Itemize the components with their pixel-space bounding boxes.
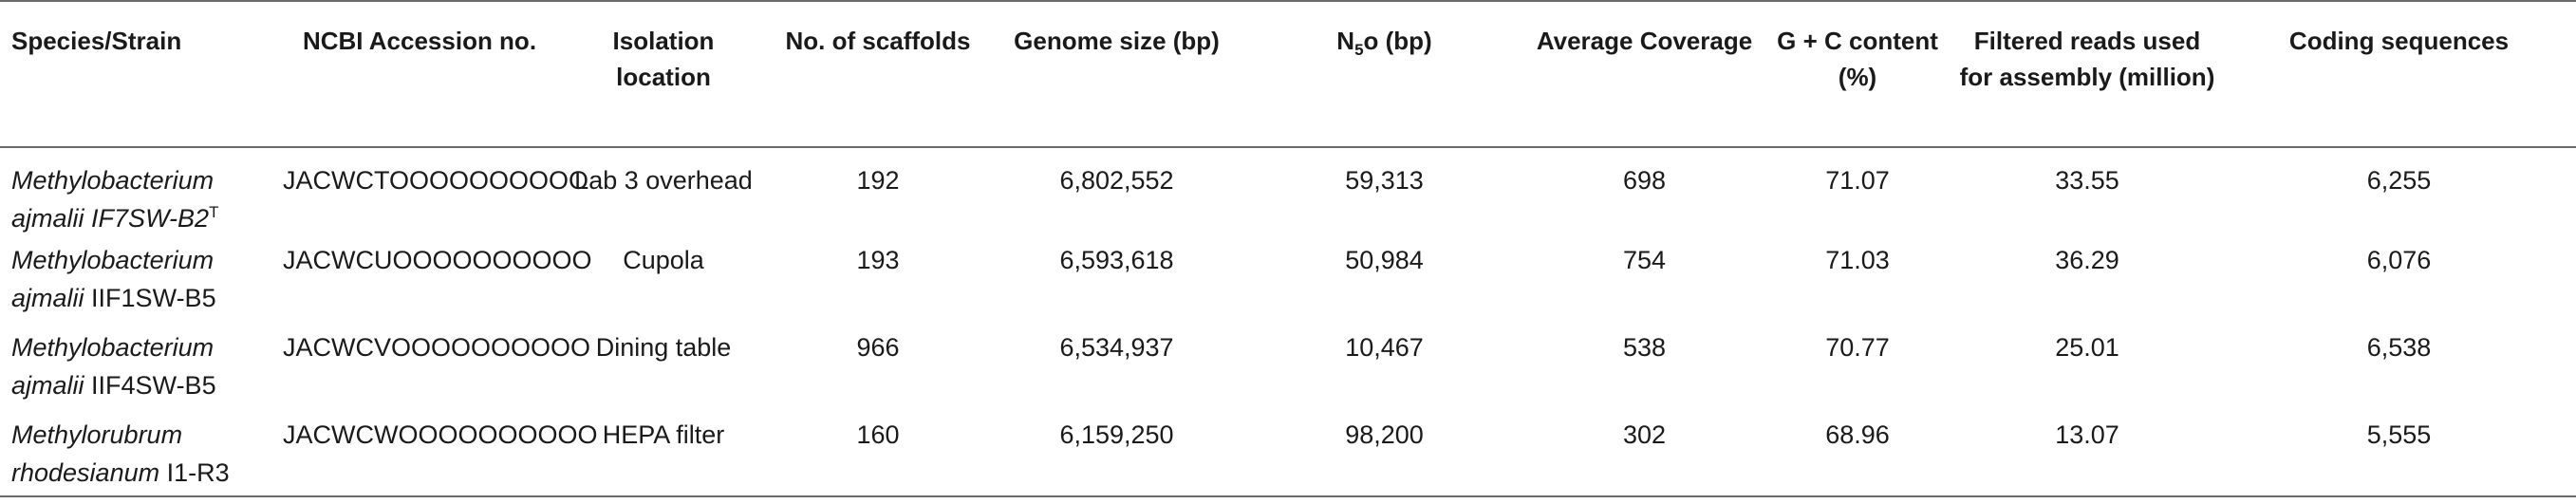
- bottom-rule: [0, 495, 2576, 497]
- cell-reads: 25.01: [2055, 333, 2119, 362]
- col-header-scaffolds: No. of scaffolds: [785, 27, 971, 55]
- table-row: Methylobacterium ajmalii IIF1SW-B5 JACWCUO…: [0, 241, 2576, 328]
- cell-n50: 98,200: [1345, 420, 1424, 449]
- cell-cds: 5,555: [2366, 420, 2432, 449]
- cell-scaffolds: 192: [856, 166, 900, 195]
- header-rule: [0, 146, 2576, 148]
- cell-accession: JACWCWOOOOOOOOOO: [283, 420, 598, 449]
- cell-gc: 70.77: [1825, 333, 1890, 362]
- species-epithet: ajmalii: [11, 371, 84, 400]
- cell-location: Lab 3 overhead: [574, 166, 753, 195]
- type-strain-mark: T: [209, 203, 219, 221]
- cell-accession: JACWCTOOOOOOOOOO: [283, 166, 589, 195]
- cell-n50: 59,313: [1345, 166, 1424, 195]
- header-row: Species/Strain NCBI Accession no. Isolat…: [0, 2, 2576, 146]
- strain-id: IIF1SW-B5: [91, 284, 216, 312]
- cell-cds: 6,076: [2366, 246, 2432, 274]
- cell-location: HEPA filter: [602, 420, 725, 449]
- cell-scaffolds: 966: [856, 333, 900, 362]
- table-row: Methylobacterium ajmalii IF7SW-B2T JACWCTO…: [0, 146, 2576, 241]
- species-epithet: ajmalii: [11, 204, 84, 233]
- cell-genome-size: 6,159,250: [1059, 420, 1174, 449]
- species-epithet: rhodesianum: [11, 458, 160, 487]
- cell-n50: 50,984: [1345, 246, 1424, 274]
- table-row: Methylorubrum rhodesianum I1-R3 JACWCWOOOO…: [0, 416, 2576, 503]
- cell-genome-size: 6,593,618: [1059, 246, 1174, 274]
- cell-cds: 6,255: [2366, 166, 2432, 195]
- cell-species-strain: Methylobacterium ajmalii IIF4SW-B5: [0, 328, 277, 416]
- cell-location: Cupola: [623, 246, 704, 274]
- species-epithet: ajmalii: [11, 284, 84, 312]
- table-row: Methylobacterium ajmalii IIF4SW-B5 JACWCVO…: [0, 328, 2576, 416]
- cell-location: Dining table: [595, 333, 732, 362]
- cell-coverage: 538: [1622, 333, 1667, 362]
- col-header-gc: G + C content (%): [1777, 27, 1938, 91]
- cell-species-strain: Methylobacterium ajmalii IF7SW-B2T: [0, 146, 277, 241]
- strain-id: IIF4SW-B5: [91, 371, 216, 400]
- cell-gc: 71.03: [1825, 246, 1890, 274]
- col-header-accession: NCBI Accession no.: [302, 27, 537, 55]
- cell-coverage: 698: [1622, 166, 1667, 195]
- cell-species-strain: Methylorubrum rhodesianum I1-R3: [0, 416, 277, 503]
- strain-id: I1-R3: [166, 458, 230, 487]
- cell-species-strain: Methylobacterium ajmalii IIF1SW-B5: [0, 241, 277, 328]
- table-body: Methylobacterium ajmalii IF7SW-B2T JACWCTO…: [0, 146, 2576, 503]
- cell-genome-size: 6,534,937: [1059, 333, 1174, 362]
- cell-gc: 68.96: [1825, 420, 1890, 449]
- genus-name: Methylobacterium: [11, 166, 215, 195]
- cell-accession: JACWCUOOOOOOOOOO: [283, 246, 592, 274]
- cell-accession: JACWCVOOOOOOOOOO: [283, 333, 591, 362]
- col-header-reads: Filtered reads used for assembly (millio…: [1959, 27, 2215, 91]
- cell-cds: 6,538: [2366, 333, 2432, 362]
- cell-n50: 10,467: [1345, 333, 1424, 362]
- cell-genome-size: 6,802,552: [1059, 166, 1174, 195]
- top-rule: [0, 0, 2576, 2]
- col-header-cds: Coding sequences: [2288, 27, 2510, 55]
- genus-name: Methylobacterium: [11, 246, 215, 274]
- cell-scaffolds: 193: [856, 246, 900, 274]
- cell-reads: 36.29: [2055, 246, 2119, 274]
- genus-name: Methylobacterium: [11, 333, 215, 362]
- cell-scaffolds: 160: [856, 420, 900, 449]
- strain-id: IF7SW-B2: [91, 204, 210, 233]
- col-header-genome-size: Genome size (bp): [1014, 27, 1220, 55]
- cell-reads: 33.55: [2055, 166, 2119, 195]
- col-header-n50: N5o (bp): [1336, 27, 1432, 60]
- genus-name: Methylorubrum: [11, 420, 183, 449]
- col-header-species: Species/Strain: [11, 27, 182, 55]
- cell-coverage: 302: [1622, 420, 1667, 449]
- cell-gc: 71.07: [1825, 166, 1890, 195]
- cell-reads: 13.07: [2055, 420, 2119, 449]
- cell-coverage: 754: [1622, 246, 1667, 274]
- col-header-coverage: Average Coverage: [1536, 27, 1753, 55]
- col-header-location: Isolation location: [612, 27, 715, 91]
